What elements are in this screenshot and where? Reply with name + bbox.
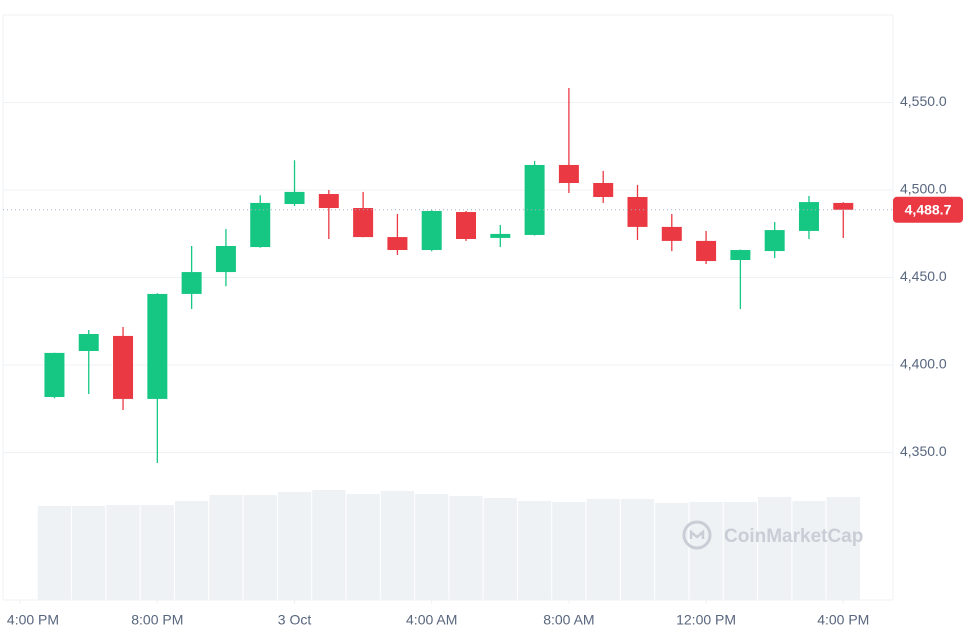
volume-bar — [826, 497, 860, 600]
candle-body — [318, 194, 339, 209]
last-price-badge — [893, 196, 963, 223]
volume-bar — [312, 490, 346, 600]
candle-body — [44, 352, 65, 398]
y-tick-label: 4,350.0 — [900, 443, 947, 459]
x-tick-label: 8:00 AM — [543, 612, 594, 628]
volume-bar — [517, 501, 552, 600]
volume-bar — [586, 499, 620, 600]
y-tick-label: 4,500.0 — [900, 181, 947, 197]
watermark-logo — [682, 520, 712, 550]
candle-body — [696, 240, 717, 262]
x-tick-label: 12:00 PM — [676, 612, 736, 628]
volume-bar — [723, 502, 758, 600]
candle-body — [627, 196, 648, 227]
volume-bar — [209, 495, 243, 600]
candle-body — [215, 245, 236, 273]
x-tick-label: 8:00 PM — [131, 612, 183, 628]
candle-body — [147, 293, 168, 399]
y-tick-label: 4,550.0 — [900, 93, 947, 109]
candle-body — [250, 202, 271, 248]
candle-body — [490, 233, 511, 238]
candle-body — [78, 334, 99, 351]
candle-body — [661, 226, 682, 241]
volume-bar — [243, 495, 277, 600]
candle-body — [456, 212, 477, 239]
x-tick-label: 4:00 PM — [7, 612, 59, 628]
candle-body — [833, 202, 854, 210]
volume-bar — [37, 506, 72, 600]
candle-body — [113, 335, 134, 399]
volume-bar — [277, 492, 312, 600]
volume-bar — [483, 498, 517, 600]
volume-bar — [758, 497, 792, 600]
last-price-label: 4,488.7 — [905, 201, 952, 217]
volume-bar — [689, 502, 723, 600]
candle-body — [558, 164, 579, 183]
x-tick-label: 4:00 AM — [406, 612, 457, 628]
y-tick-label: 4,450.0 — [900, 268, 947, 284]
candle-body — [421, 210, 442, 251]
y-tick-label: 4,400.0 — [900, 356, 947, 372]
x-tick-label: 4:00 PM — [817, 612, 869, 628]
candle-body — [798, 202, 819, 231]
volume-bar — [415, 494, 449, 600]
volume-bar — [380, 491, 415, 600]
candle-body — [387, 237, 408, 251]
volume-bar — [72, 506, 106, 600]
volume-bar — [449, 496, 483, 600]
plot-frame — [2, 14, 894, 601]
volume-bar — [106, 505, 140, 600]
volume-bar — [620, 499, 655, 600]
candle-body — [730, 250, 751, 260]
watermark: CoinMarketCap — [724, 526, 863, 547]
candle-body — [181, 272, 202, 294]
candle-body — [764, 230, 785, 252]
candle-body — [284, 191, 305, 204]
volume-bar — [552, 502, 586, 600]
candle-body — [593, 182, 614, 197]
volume-bar — [792, 501, 826, 600]
candle-body — [524, 164, 545, 235]
candle-body — [353, 208, 374, 238]
volume-bar — [140, 505, 174, 600]
volume-bar — [174, 501, 209, 600]
x-tick-label: 3 Oct — [278, 612, 312, 628]
volume-bar — [346, 494, 380, 600]
volume-bar — [655, 503, 689, 600]
